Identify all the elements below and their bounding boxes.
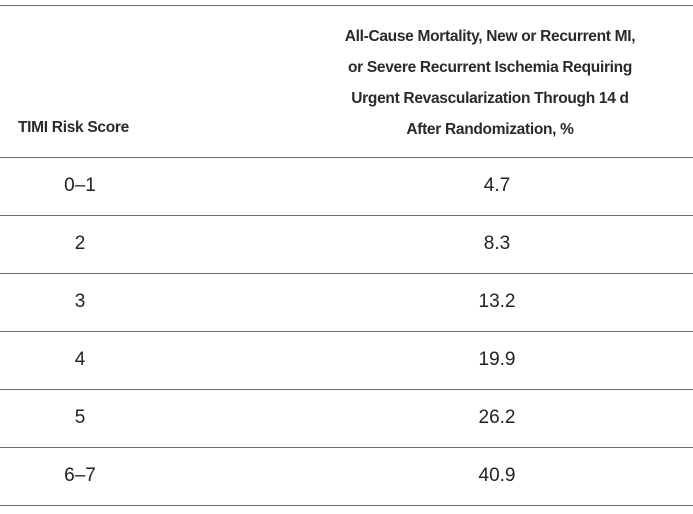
table-rule <box>0 157 693 158</box>
event-rate: 26.2 <box>478 407 516 428</box>
risk-score: 3 <box>74 291 86 312</box>
column-header: TIMI Risk Score <box>18 119 129 136</box>
table-rule <box>0 447 693 448</box>
table-rule <box>0 389 693 390</box>
event-rate: 13.2 <box>478 291 516 312</box>
table-rule <box>0 5 693 6</box>
header-line: or Severe Recurrent Ischemia Requiring <box>347 59 633 76</box>
event-rate: 4.7 <box>483 175 511 196</box>
event-rate: 19.9 <box>478 349 516 370</box>
risk-score: 6–7 <box>64 465 96 486</box>
event-rate: 40.9 <box>478 465 516 486</box>
event-rate: 8.3 <box>483 233 511 254</box>
header-line: Urgent Revascularization Through 14 d <box>351 90 629 107</box>
risk-score: 0–1 <box>64 175 96 196</box>
risk-score: 4 <box>74 349 86 370</box>
table-rule <box>0 331 693 332</box>
table-rule <box>0 505 693 506</box>
header-line: All-Cause Mortality, New or Recurrent MI… <box>344 28 636 45</box>
table-rule <box>0 273 693 274</box>
column-header: All-Cause Mortality, New or Recurrent MI… <box>290 21 690 145</box>
risk-score: 2 <box>74 233 86 254</box>
risk-score: 5 <box>74 407 86 428</box>
header-line: After Randomization, % <box>406 121 574 138</box>
table-rule <box>0 215 693 216</box>
